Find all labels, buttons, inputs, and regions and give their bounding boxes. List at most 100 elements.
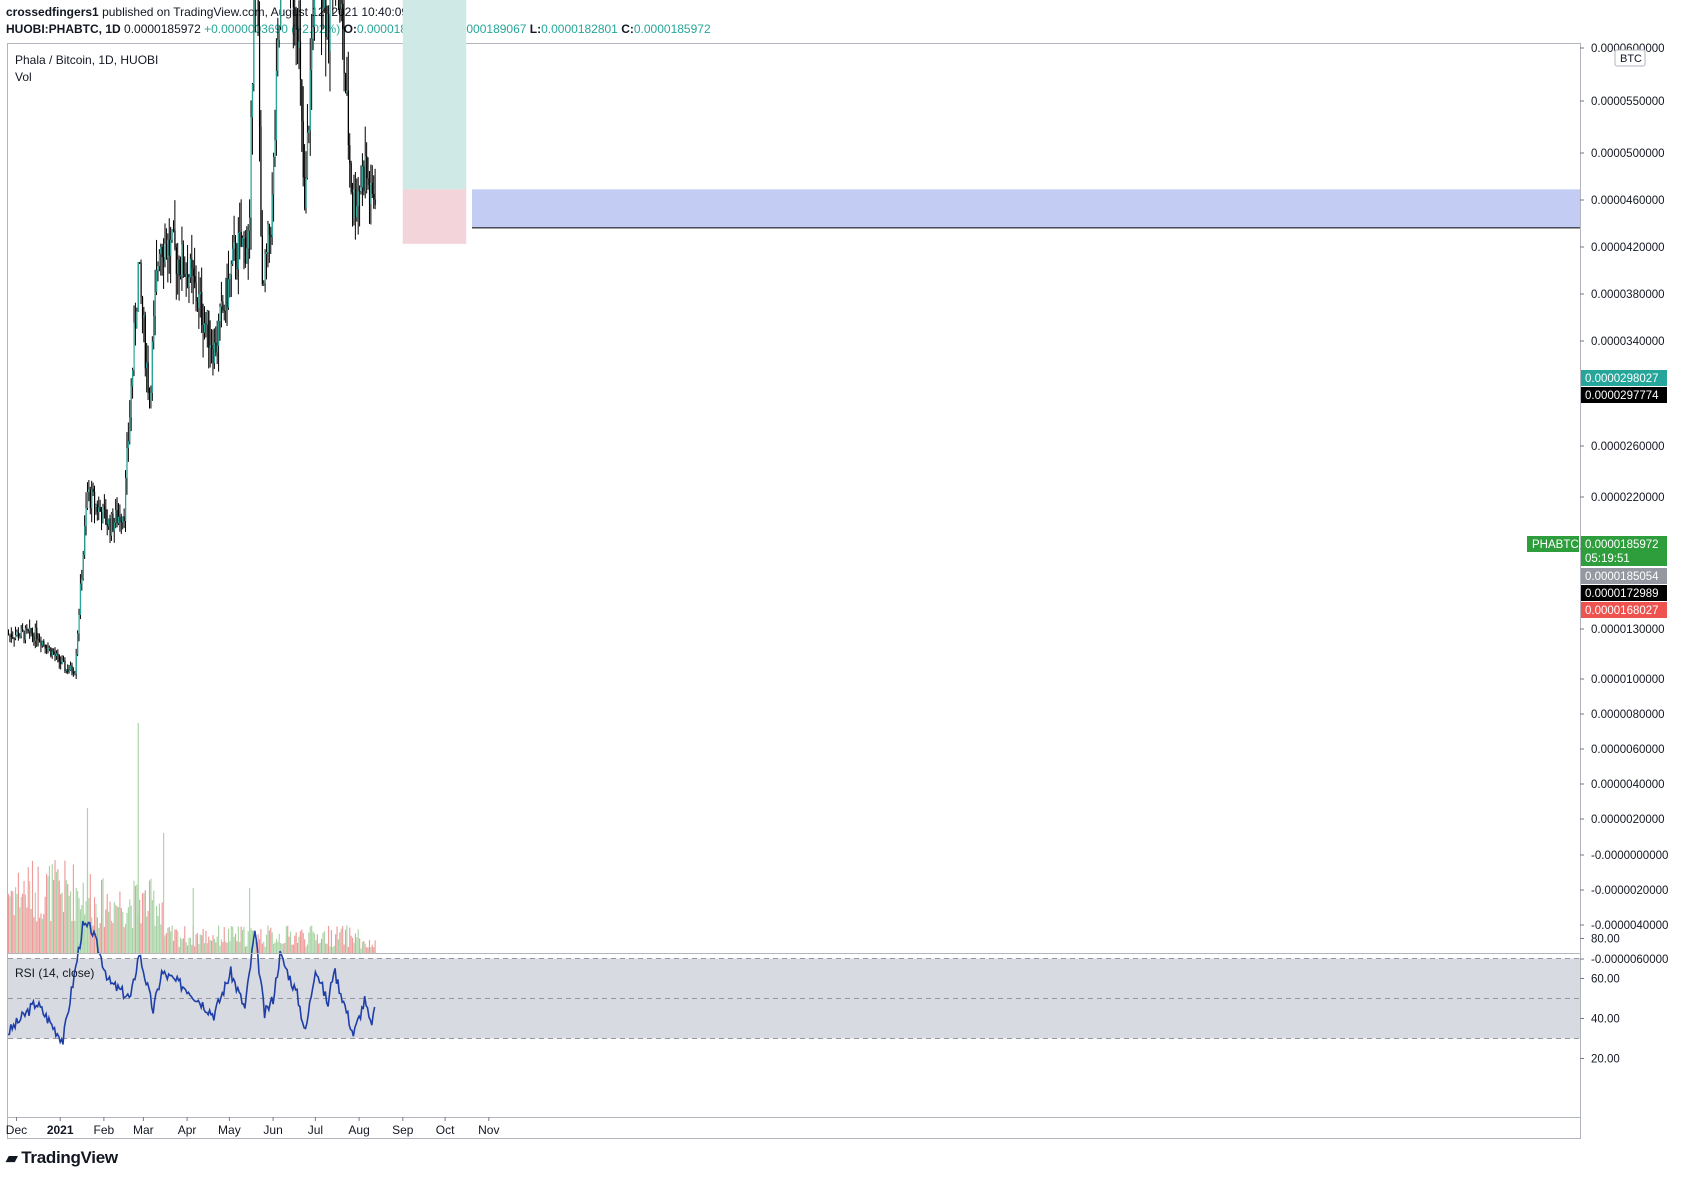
candle-body (209, 345, 211, 348)
candle-body (27, 629, 29, 632)
volume-bar (311, 925, 313, 953)
volume-bar (301, 929, 303, 953)
volume-bar (247, 931, 249, 953)
volume-bar (38, 917, 41, 953)
candle-body (36, 627, 38, 640)
volume-bar (250, 928, 252, 953)
candle-body (344, 73, 347, 93)
volume-bar (292, 944, 294, 953)
volume-bar (333, 945, 335, 953)
volume-bar (72, 864, 74, 953)
volume-bar (354, 933, 356, 953)
price-tick-label: 0.0000260000 (1591, 441, 1665, 453)
volume-bar (356, 937, 358, 953)
volume-bar (349, 927, 351, 953)
candle-body (205, 323, 207, 325)
candle-body (187, 274, 189, 286)
price-tick-label: 0.0000100000 (1591, 674, 1665, 686)
candle-body (16, 632, 18, 636)
candle-body (171, 229, 173, 240)
symbol-tag-bg (1527, 536, 1579, 552)
candle-body (134, 322, 137, 329)
volume-bar (329, 946, 331, 953)
candle-body (146, 362, 148, 369)
volume-bar (267, 925, 269, 953)
price-tick-label: 0.0000040000 (1591, 779, 1665, 791)
time-tick-label: Feb (94, 1123, 115, 1137)
tradingview-logo[interactable]: ▰ TradingView (6, 1148, 118, 1168)
candle-body (23, 630, 25, 640)
volume-bar (22, 893, 24, 953)
candle-body (132, 369, 134, 387)
candle-body (278, 26, 280, 41)
volume-bar (320, 938, 323, 953)
volume-bar (48, 865, 50, 953)
volume-bar (260, 929, 262, 953)
volume-bar (167, 927, 169, 953)
candle-body (195, 282, 197, 302)
volume-bar (236, 941, 238, 953)
candle-body (101, 511, 103, 524)
volume-bar (343, 944, 345, 953)
volume-bar (264, 946, 266, 953)
volume-bar (43, 914, 45, 953)
entry-price-tag-bg (1581, 568, 1667, 584)
candle-body (250, 117, 252, 218)
candle-body (172, 229, 175, 231)
volume-bar (328, 925, 330, 953)
candle-body (8, 634, 10, 636)
time-tick-label: May (218, 1123, 241, 1137)
time-tick-label: 2021 (47, 1123, 74, 1137)
price-tick-label: 0.0000220000 (1591, 492, 1665, 504)
candle-body (109, 518, 111, 536)
volume-bar (12, 891, 14, 953)
volume-bar (19, 907, 21, 953)
candle-body (78, 614, 80, 634)
volume-bar (195, 934, 197, 953)
volume-bar (136, 884, 138, 953)
volume-spike (249, 888, 251, 953)
volume-bar (210, 940, 213, 953)
author-name[interactable]: crossedfingers1 (6, 5, 99, 19)
volume-bar (185, 942, 187, 953)
candle-body (65, 669, 68, 671)
candle-body (46, 648, 48, 651)
candle-body (34, 627, 36, 641)
candle-body (364, 155, 366, 192)
volume-bar (299, 931, 301, 953)
candle-body (267, 224, 269, 252)
low-value: 0.0000182801 (541, 22, 618, 36)
tradingview-logo-icon: ▰ (6, 1150, 18, 1167)
volume-bar (188, 937, 190, 953)
volume-bar (295, 932, 297, 953)
candle-body (270, 234, 272, 238)
candle-body (154, 291, 156, 317)
candle-body (150, 392, 152, 402)
currency-badge (1614, 49, 1646, 67)
volume-bar (326, 943, 328, 953)
volume-bar (140, 923, 142, 953)
volume-bar (342, 925, 344, 953)
candle-body (177, 259, 179, 274)
candle-body (15, 635, 17, 639)
candle-body (164, 243, 166, 263)
volume-bar (179, 937, 182, 953)
volume-bar (281, 943, 283, 953)
volume-bar (23, 880, 25, 953)
candle-body (273, 156, 275, 195)
close-value: 0.0000185972 (633, 22, 711, 36)
candle-body (71, 665, 73, 673)
target-price-tag: 0.0000298027 (1585, 373, 1659, 385)
candle-body (181, 244, 183, 276)
volume-bar (141, 893, 144, 953)
candle-body (184, 274, 186, 277)
volume-bar (29, 881, 31, 953)
candle-body (58, 654, 60, 662)
price-tick-label: 0.0000500000 (1591, 148, 1665, 160)
candle-body (233, 242, 235, 249)
support-price-tag-bg (1581, 585, 1667, 601)
candle-body (239, 231, 241, 233)
candle-body (122, 516, 124, 523)
candle-body (160, 246, 162, 254)
